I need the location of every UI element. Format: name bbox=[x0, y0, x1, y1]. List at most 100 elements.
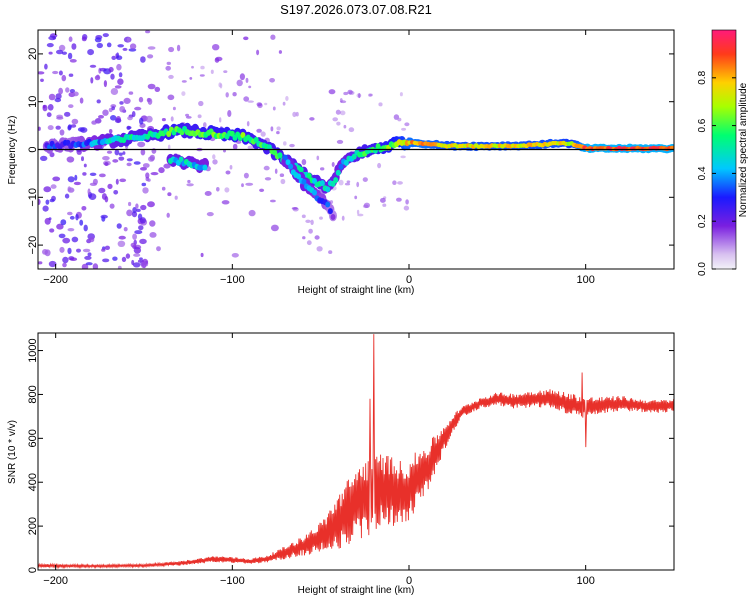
ridge-core bbox=[343, 159, 349, 166]
scatter-blob bbox=[393, 114, 400, 120]
scatter-blob bbox=[67, 211, 73, 216]
scatter-blob bbox=[263, 165, 270, 171]
scatter-blob bbox=[38, 71, 45, 75]
scatter-blob bbox=[142, 163, 150, 168]
scatter-blob bbox=[135, 203, 139, 209]
ridge-core bbox=[277, 152, 283, 159]
scatter-blob bbox=[236, 79, 243, 87]
scatter-blob bbox=[44, 217, 51, 225]
scatter-blob bbox=[170, 116, 174, 122]
scatter-blob bbox=[343, 124, 347, 129]
colorbar-tick-label: 0.4 bbox=[697, 166, 708, 180]
ridge-core bbox=[301, 178, 307, 185]
scatter-blob bbox=[259, 188, 265, 192]
scatter-blob bbox=[185, 113, 190, 117]
scatter-blob bbox=[72, 91, 79, 97]
scatter-blob bbox=[80, 127, 88, 133]
scatter-blob bbox=[331, 162, 335, 167]
scatter-blob bbox=[210, 69, 214, 75]
scatter-blob bbox=[344, 182, 351, 186]
scatter-blob bbox=[320, 167, 325, 171]
scatter-blob bbox=[328, 250, 333, 255]
scatter-blob bbox=[115, 178, 119, 185]
scatter-blob bbox=[132, 207, 137, 214]
scatter-blob bbox=[332, 117, 339, 122]
scatter-blob bbox=[40, 78, 44, 83]
scatter-blob bbox=[46, 112, 52, 118]
scatter-blob bbox=[167, 94, 175, 101]
scatter-blob bbox=[319, 216, 323, 220]
scatter-blob bbox=[40, 155, 48, 161]
scatter-blob bbox=[401, 127, 407, 131]
scatter-blob bbox=[247, 100, 254, 103]
scatter-blob bbox=[168, 74, 174, 79]
colorbar-tick-label: 0.2 bbox=[697, 214, 708, 228]
scatter-blob bbox=[176, 44, 181, 52]
ridge-core bbox=[282, 154, 288, 161]
scatter-blob bbox=[102, 258, 110, 263]
scatter-blob bbox=[241, 183, 244, 188]
scatter-blob bbox=[79, 219, 84, 226]
scatter-blob bbox=[354, 195, 358, 200]
ridge-core bbox=[312, 189, 317, 196]
scatter-blob bbox=[111, 106, 115, 111]
y-tick-label: −20 bbox=[27, 236, 39, 255]
scatter-blob bbox=[191, 65, 194, 69]
scatter-blob bbox=[264, 102, 268, 106]
ridge-core bbox=[338, 163, 344, 170]
snr-x-ticks: −200 −100 0 100 bbox=[43, 333, 595, 587]
ridge-core bbox=[298, 166, 304, 173]
scatter-blob bbox=[89, 237, 95, 243]
ridge-core bbox=[330, 214, 336, 220]
scatter-blob bbox=[363, 202, 370, 208]
scatter-blob bbox=[71, 118, 79, 125]
scatter-blob bbox=[204, 191, 212, 196]
scatter-blob bbox=[280, 178, 286, 185]
scatter-blob bbox=[223, 70, 228, 73]
scatter-blob bbox=[128, 91, 134, 95]
scatter-blob bbox=[289, 143, 295, 148]
scatter-blob bbox=[67, 125, 72, 131]
x-tick-label: 0 bbox=[406, 274, 412, 286]
ridge-core bbox=[306, 172, 312, 179]
scatter-blob bbox=[397, 117, 402, 122]
scatter-blob bbox=[308, 228, 313, 234]
scatter-blob bbox=[348, 127, 355, 133]
scatter-blob bbox=[119, 178, 127, 183]
ridge-core bbox=[296, 173, 302, 180]
scatter-blob bbox=[316, 246, 323, 252]
scatter-blob bbox=[339, 110, 346, 116]
colorbar-tick-label: 0.0 bbox=[697, 262, 708, 276]
scatter-blob bbox=[138, 96, 144, 103]
scatter-blob bbox=[166, 61, 171, 65]
scatter-blob bbox=[49, 198, 55, 203]
scatter-blob bbox=[96, 74, 100, 79]
scatter-blob bbox=[63, 111, 71, 117]
ridge-core bbox=[229, 130, 235, 137]
scatter-blob bbox=[111, 55, 117, 61]
scatter-blob bbox=[38, 126, 41, 131]
scatter-blob bbox=[132, 262, 141, 268]
scatter-blob bbox=[82, 248, 91, 253]
scatter-blob bbox=[71, 43, 77, 50]
x-tick-label: 100 bbox=[576, 575, 594, 587]
scatter-blob bbox=[90, 77, 94, 84]
scatter-blob bbox=[68, 104, 74, 108]
scatter-blob bbox=[139, 117, 144, 125]
scatter-blob bbox=[314, 235, 320, 240]
scatter-blob bbox=[264, 177, 272, 181]
scatter-blob bbox=[247, 145, 254, 150]
scatter-blob bbox=[243, 36, 249, 41]
scatter-blob bbox=[100, 214, 108, 219]
scatter-blob bbox=[231, 253, 239, 258]
scatter-blob bbox=[270, 126, 274, 132]
scatter-blob bbox=[400, 155, 406, 159]
spectrogram-x-axis-label: Height of straight line (km) bbox=[298, 285, 415, 296]
scatter-blob bbox=[256, 102, 263, 107]
ridge-core bbox=[266, 144, 272, 151]
scatter-blob bbox=[140, 56, 146, 63]
scatter-blob bbox=[89, 172, 97, 176]
scatter-blob bbox=[82, 172, 87, 176]
scatter-blob bbox=[248, 85, 252, 89]
scatter-blob bbox=[186, 183, 194, 187]
